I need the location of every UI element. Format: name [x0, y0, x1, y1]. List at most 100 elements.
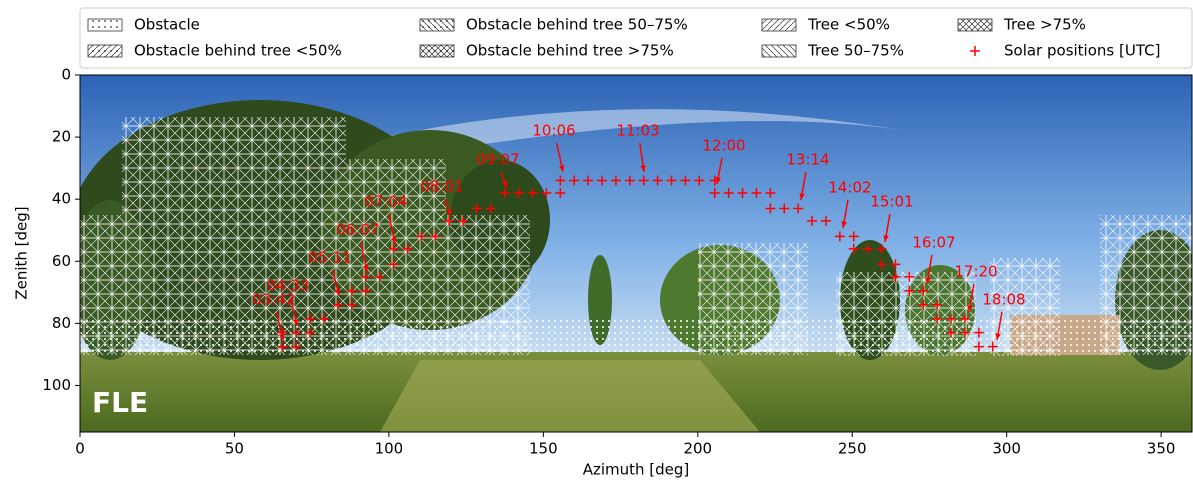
annotation: 13:14 [786, 151, 829, 169]
solar-position [932, 299, 943, 310]
solar-position [890, 271, 901, 282]
solar-position [388, 243, 399, 254]
annotation-arrowhead [799, 193, 805, 200]
y-tick-label: 0 [61, 66, 71, 84]
solar-position [709, 187, 720, 198]
solar-position [904, 271, 915, 282]
solar-position [904, 285, 915, 296]
solar-position [890, 259, 901, 270]
solar-position [834, 231, 845, 242]
legend-swatch-hatch [420, 45, 454, 57]
annotation-arrowhead [292, 319, 299, 326]
solar-position [820, 215, 831, 226]
annotation-arrowhead [925, 277, 931, 284]
legend-label: Tree <50% [807, 16, 890, 34]
solar-position [291, 341, 302, 352]
legend-swatch-hatch [420, 19, 454, 31]
solar-position [458, 215, 469, 226]
solar-position [652, 175, 663, 186]
solar-position [987, 341, 998, 352]
y-tick-label: 80 [52, 314, 71, 332]
annotation: 12:00 [702, 137, 745, 155]
annotation-arrowhead [446, 209, 452, 216]
solar-position [499, 187, 510, 198]
annotation-arrowhead [278, 334, 285, 341]
solar-position [932, 313, 943, 324]
annotation-arrowhead [502, 181, 508, 188]
solar-position [610, 175, 621, 186]
x-tick-label: 350 [1147, 440, 1176, 458]
legend-swatch-hatch [958, 19, 992, 31]
solar-position [638, 175, 649, 186]
legend-marker [970, 46, 980, 56]
x-tick-label: 50 [225, 440, 244, 458]
solar-position [807, 215, 818, 226]
solar-position [444, 215, 455, 226]
annotation: 11:03 [616, 122, 659, 140]
solar-position [277, 341, 288, 352]
annotation-arrowhead [640, 165, 646, 172]
solar-position [737, 187, 748, 198]
legend-swatch-hatch [762, 45, 796, 57]
solar-position [291, 327, 302, 338]
solar-position [471, 203, 482, 214]
x-tick-label: 250 [838, 440, 867, 458]
solar-position [319, 313, 330, 324]
solar-position [360, 271, 371, 282]
annotation: 03:42 [252, 291, 295, 309]
annotation-arrowhead [363, 265, 369, 272]
solar-position [765, 187, 776, 198]
solar-position [848, 243, 859, 254]
x-axis-label: Azimuth [deg] [583, 461, 690, 479]
solar-position [555, 187, 566, 198]
legend-swatch-hatch [762, 19, 796, 31]
annotation-arrowhead [334, 289, 341, 296]
annotation: 16:07 [912, 234, 955, 252]
annotation: 07:04 [364, 193, 407, 211]
solar-position [305, 313, 316, 324]
annotation: 08:01 [420, 178, 463, 196]
solar-position [416, 231, 427, 242]
solar-position [765, 203, 776, 214]
solar-position [959, 327, 970, 338]
solar-position [305, 327, 316, 338]
solar-position [332, 299, 343, 310]
legend-label: Obstacle behind tree 50–75% [466, 16, 688, 34]
y-axis-label: Zenith [deg] [13, 206, 31, 299]
solar-position [597, 175, 608, 186]
solar-position [876, 243, 887, 254]
x-tick-label: 150 [529, 440, 558, 458]
annotation: 17:20 [954, 263, 997, 281]
annotation: 14:02 [828, 179, 871, 197]
solar-position [513, 187, 524, 198]
annotation: 05:11 [308, 249, 351, 267]
solar-position [918, 299, 929, 310]
annotation: 09:07 [476, 151, 519, 169]
legend-label: Solar positions [UTC] [1004, 42, 1160, 60]
solar-position [360, 285, 371, 296]
annotation-arrowhead [391, 237, 397, 244]
legend-label: Obstacle behind tree >75% [466, 42, 674, 60]
legend-label: Tree 50–75% [807, 42, 904, 60]
annotation-arrowhead [715, 177, 721, 184]
solar-position [793, 203, 804, 214]
solar-position [430, 231, 441, 242]
solar-position [346, 285, 357, 296]
annotation: 04:33 [266, 277, 309, 295]
plot-frame [79, 74, 1193, 433]
solar-position [388, 259, 399, 270]
solar-position [862, 243, 873, 254]
x-tick-label: 100 [375, 440, 404, 458]
annotation-arrowhead [558, 165, 565, 172]
solar-position [973, 327, 984, 338]
legend-box [79, 7, 1193, 69]
solar-position [624, 175, 635, 186]
solar-position [680, 175, 691, 186]
solar-position [346, 299, 357, 310]
y-tick-label: 20 [52, 128, 71, 146]
solar-position [876, 259, 887, 270]
annotation: 10:06 [532, 122, 575, 140]
annotation-arrowhead [841, 221, 847, 228]
solar-position [946, 327, 957, 338]
